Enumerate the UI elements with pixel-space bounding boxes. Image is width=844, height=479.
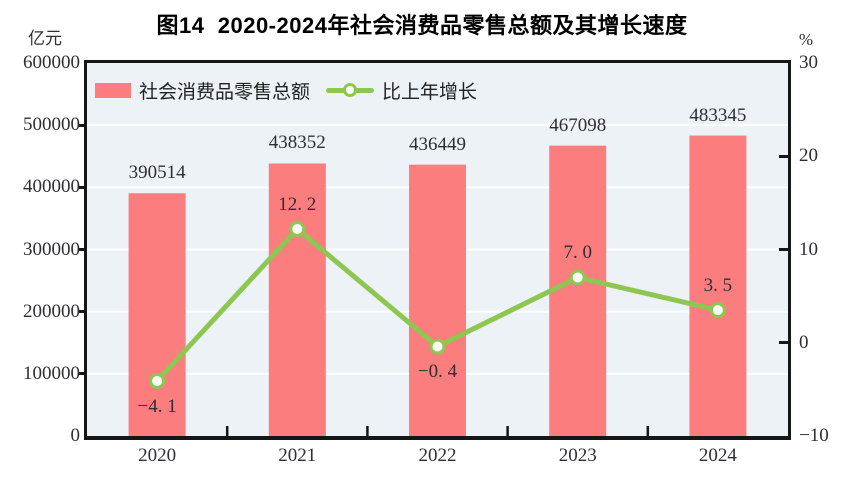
left-axis-tick-label: 600000: [23, 52, 80, 73]
chart-canvas: [87, 124, 788, 436]
x-axis-label-2022: 2022: [418, 445, 457, 466]
left-axis-tickmark: [79, 248, 87, 251]
line-marker-2022: [429, 338, 446, 355]
line-marker-2024: [709, 302, 726, 319]
left-axis-tick-label: 100000: [23, 362, 80, 384]
x-axis-label-2023: 2023: [558, 445, 597, 466]
left-axis-tick-label: 0: [70, 425, 81, 446]
right-axis-tickmark: [779, 248, 788, 251]
bar-2020: [128, 193, 186, 436]
x-axis-label-2021: 2021: [278, 445, 317, 466]
legend: 社会消费品零售总额 比上年增长: [95, 77, 477, 103]
legend-line-label: 比上年增长: [382, 81, 478, 103]
left-axis-unit: 亿元: [28, 29, 62, 48]
legend-line-sample: [326, 82, 375, 98]
bar-2021: [268, 163, 326, 436]
line-marker-2021: [289, 220, 306, 237]
bar-2022: [409, 164, 466, 436]
bar-2023: [549, 145, 607, 436]
left-axis-tick-label: 300000: [23, 238, 80, 260]
legend-bar-label: 社会消费品零售总额: [139, 81, 311, 103]
right-axis-tick-label: −10: [799, 425, 829, 446]
right-axis-tick-label: 10: [799, 238, 818, 260]
x-axis-label-2024: 2024: [698, 445, 737, 466]
x-axis-label-2020: 2020: [138, 445, 177, 466]
legend-line-marker-icon: [343, 83, 358, 97]
bar-value-label: 467098: [549, 114, 607, 136]
bar-value-label: 438352: [268, 132, 326, 154]
left-axis-tickmark: [79, 123, 87, 127]
right-axis-unit: %: [798, 30, 814, 49]
right-axis-tickmark: [779, 341, 788, 345]
left-axis-tick-label: 500000: [23, 114, 80, 136]
right-axis-tick-label: 0: [799, 331, 809, 353]
bar-value-label: 390514: [128, 162, 186, 184]
left-axis-tickmark: [79, 310, 87, 314]
left-axis-tickmark: [79, 372, 87, 376]
legend-bar-swatch: [95, 82, 131, 98]
left-axis-tick-label: 400000: [23, 176, 80, 198]
plot-area: 社会消费品零售总额 比上年增长 390514 438352 436449 467098…: [84, 60, 791, 440]
growth-value-label: 3. 5: [703, 275, 733, 297]
left-axis-tickmark: [79, 185, 87, 189]
chart-title: 图14 2020-2024年社会消费品零售总额及其增长速度: [156, 13, 688, 38]
line-marker-2020: [149, 372, 166, 389]
line-marker-2023: [569, 269, 586, 286]
growth-value-label: 12. 2: [278, 193, 317, 215]
bar-value-label: 436449: [409, 133, 466, 155]
right-axis-tick-label: 20: [799, 145, 818, 167]
growth-value-label: 7. 0: [563, 242, 592, 264]
right-axis-tick-label: 30: [799, 52, 818, 73]
bar-value-label: 483345: [689, 104, 747, 126]
right-axis-tickmark: [779, 154, 788, 158]
left-axis-tick-label: 200000: [23, 300, 80, 322]
bar-2024: [689, 135, 747, 436]
growth-value-label: −4. 1: [137, 395, 177, 417]
growth-value-label: −0. 4: [417, 361, 458, 383]
